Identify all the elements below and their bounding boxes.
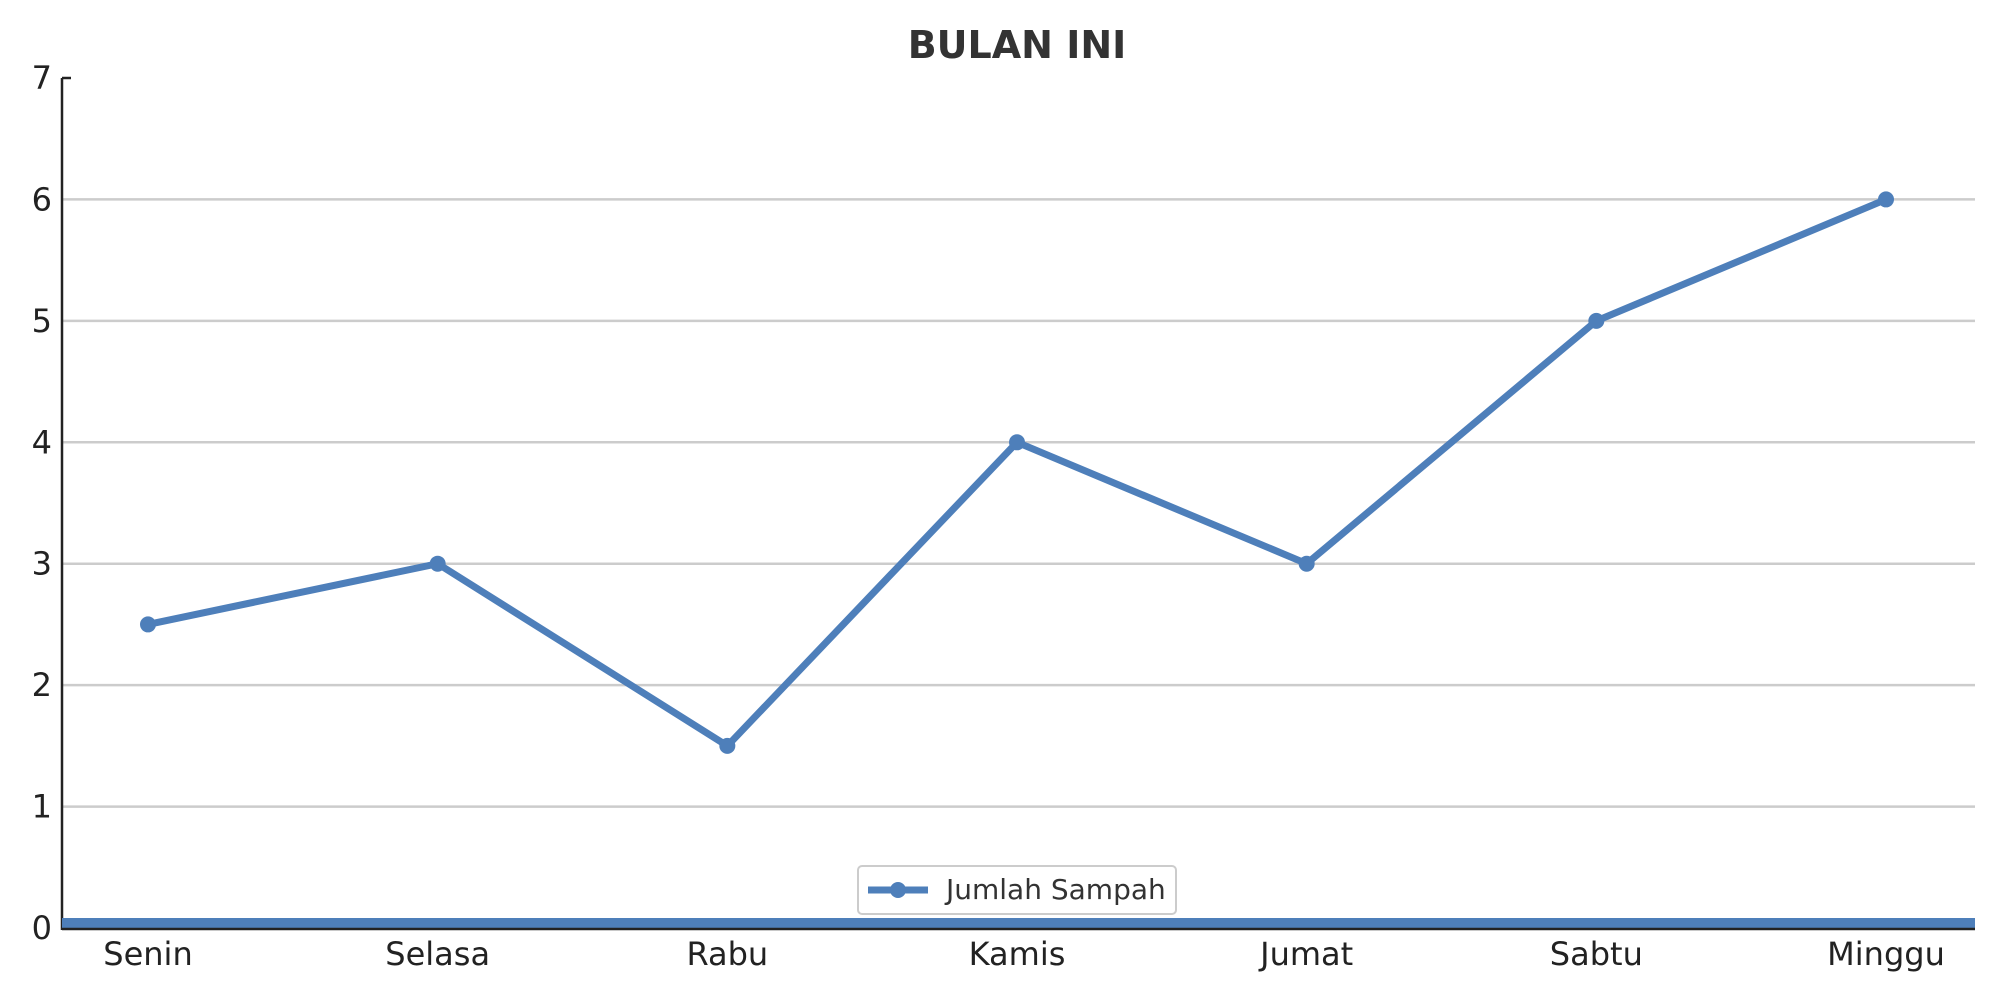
x-tick-label-rabu: Rabu bbox=[686, 935, 768, 973]
y-tick-labels: 0 1 2 3 4 5 6 7 bbox=[32, 59, 52, 947]
y-tick-label-1: 1 bbox=[32, 788, 52, 826]
data-point-minggu bbox=[1878, 191, 1894, 208]
data-point-kamis bbox=[1009, 434, 1025, 451]
y-tick-label-6: 6 bbox=[32, 180, 52, 218]
x-tick-labels: Senin Selasa Rabu Kamis Jumat Sabtu Minggu bbox=[103, 935, 1945, 973]
y-tick-label-3: 3 bbox=[32, 545, 52, 583]
y-tick-label-2: 2 bbox=[32, 666, 52, 704]
y-tick-label-7: 7 bbox=[32, 59, 52, 97]
x-tick-label-sabtu: Sabtu bbox=[1550, 935, 1643, 973]
legend-label: Jumlah Sampah bbox=[944, 873, 1166, 906]
data-point-senin bbox=[140, 616, 156, 633]
series-line-0 bbox=[144, 195, 1890, 751]
data-point-jumat bbox=[1298, 555, 1315, 572]
legend: Jumlah Sampah bbox=[857, 865, 1177, 915]
x-tick-label-minggu: Minggu bbox=[1827, 935, 1945, 973]
data-point-selasa bbox=[429, 555, 446, 572]
x-tick-label-senin: Senin bbox=[103, 935, 192, 973]
grid-lines bbox=[62, 198, 1975, 808]
x-tick-label-selasa: Selasa bbox=[385, 935, 490, 973]
y-tick-label-0: 0 bbox=[32, 909, 52, 947]
y-tick-label-5: 5 bbox=[32, 302, 52, 340]
data-point-sabtu bbox=[1588, 312, 1605, 329]
legend-point-marker bbox=[890, 882, 906, 898]
legend-box bbox=[857, 865, 1177, 915]
series-layer bbox=[140, 191, 1894, 754]
x-tick-label-kamis: Kamis bbox=[969, 935, 1066, 973]
x-tick-label-jumat: Jumat bbox=[1258, 935, 1353, 973]
data-point-rabu bbox=[719, 737, 736, 754]
y-tick-label-4: 4 bbox=[32, 423, 52, 461]
axes bbox=[60, 76, 1975, 931]
chart-title: BULAN INI bbox=[908, 23, 1127, 67]
